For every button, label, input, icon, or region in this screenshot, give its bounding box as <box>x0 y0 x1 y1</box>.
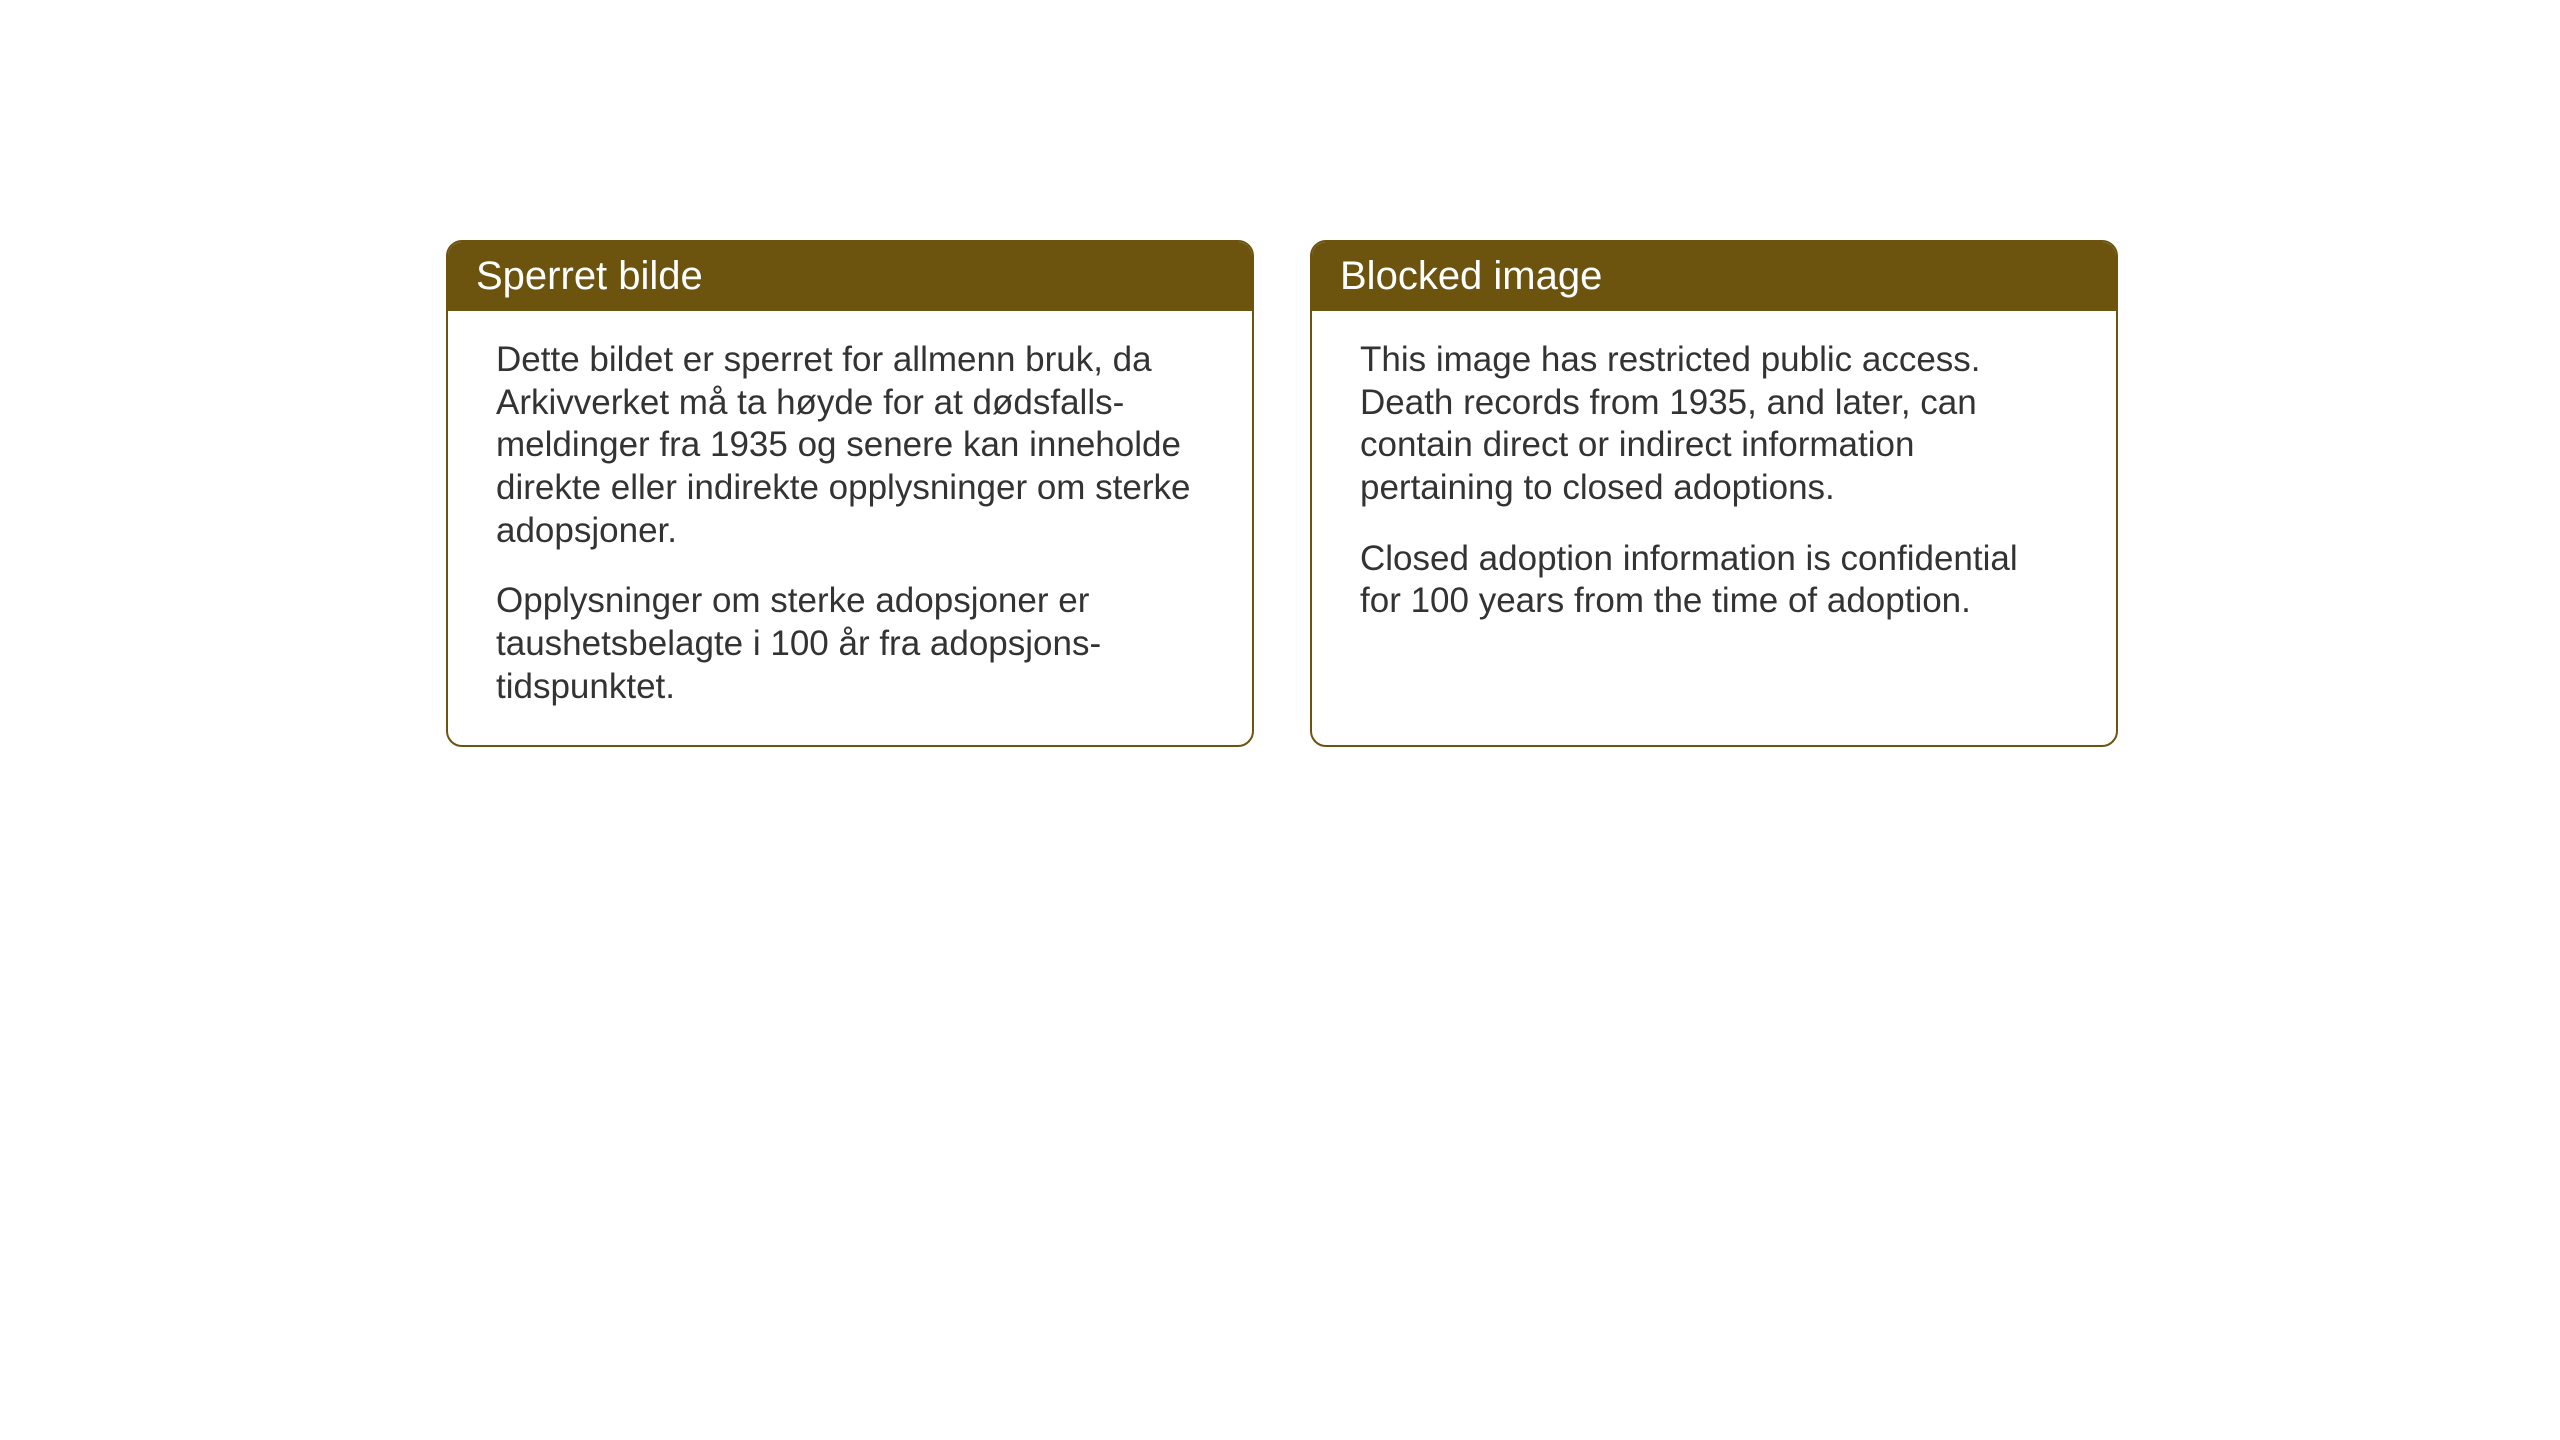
card-title-norwegian: Sperret bilde <box>476 254 703 298</box>
card-body-norwegian: Dette bildet er sperret for allmenn bruk… <box>448 311 1252 745</box>
card-header-english: Blocked image <box>1312 242 2116 311</box>
info-cards-container: Sperret bilde Dette bildet er sperret fo… <box>446 240 2118 747</box>
card-header-norwegian: Sperret bilde <box>448 242 1252 311</box>
card-paragraph-1-norwegian: Dette bildet er sperret for allmenn bruk… <box>496 339 1204 552</box>
info-card-english: Blocked image This image has restricted … <box>1310 240 2118 747</box>
info-card-norwegian: Sperret bilde Dette bildet er sperret fo… <box>446 240 1254 747</box>
card-paragraph-2-norwegian: Opplysninger om sterke adopsjoner er tau… <box>496 580 1204 708</box>
card-title-english: Blocked image <box>1340 254 1602 298</box>
card-paragraph-1-english: This image has restricted public access.… <box>1360 339 2068 510</box>
card-body-english: This image has restricted public access.… <box>1312 311 2116 711</box>
card-paragraph-2-english: Closed adoption information is confident… <box>1360 538 2068 623</box>
